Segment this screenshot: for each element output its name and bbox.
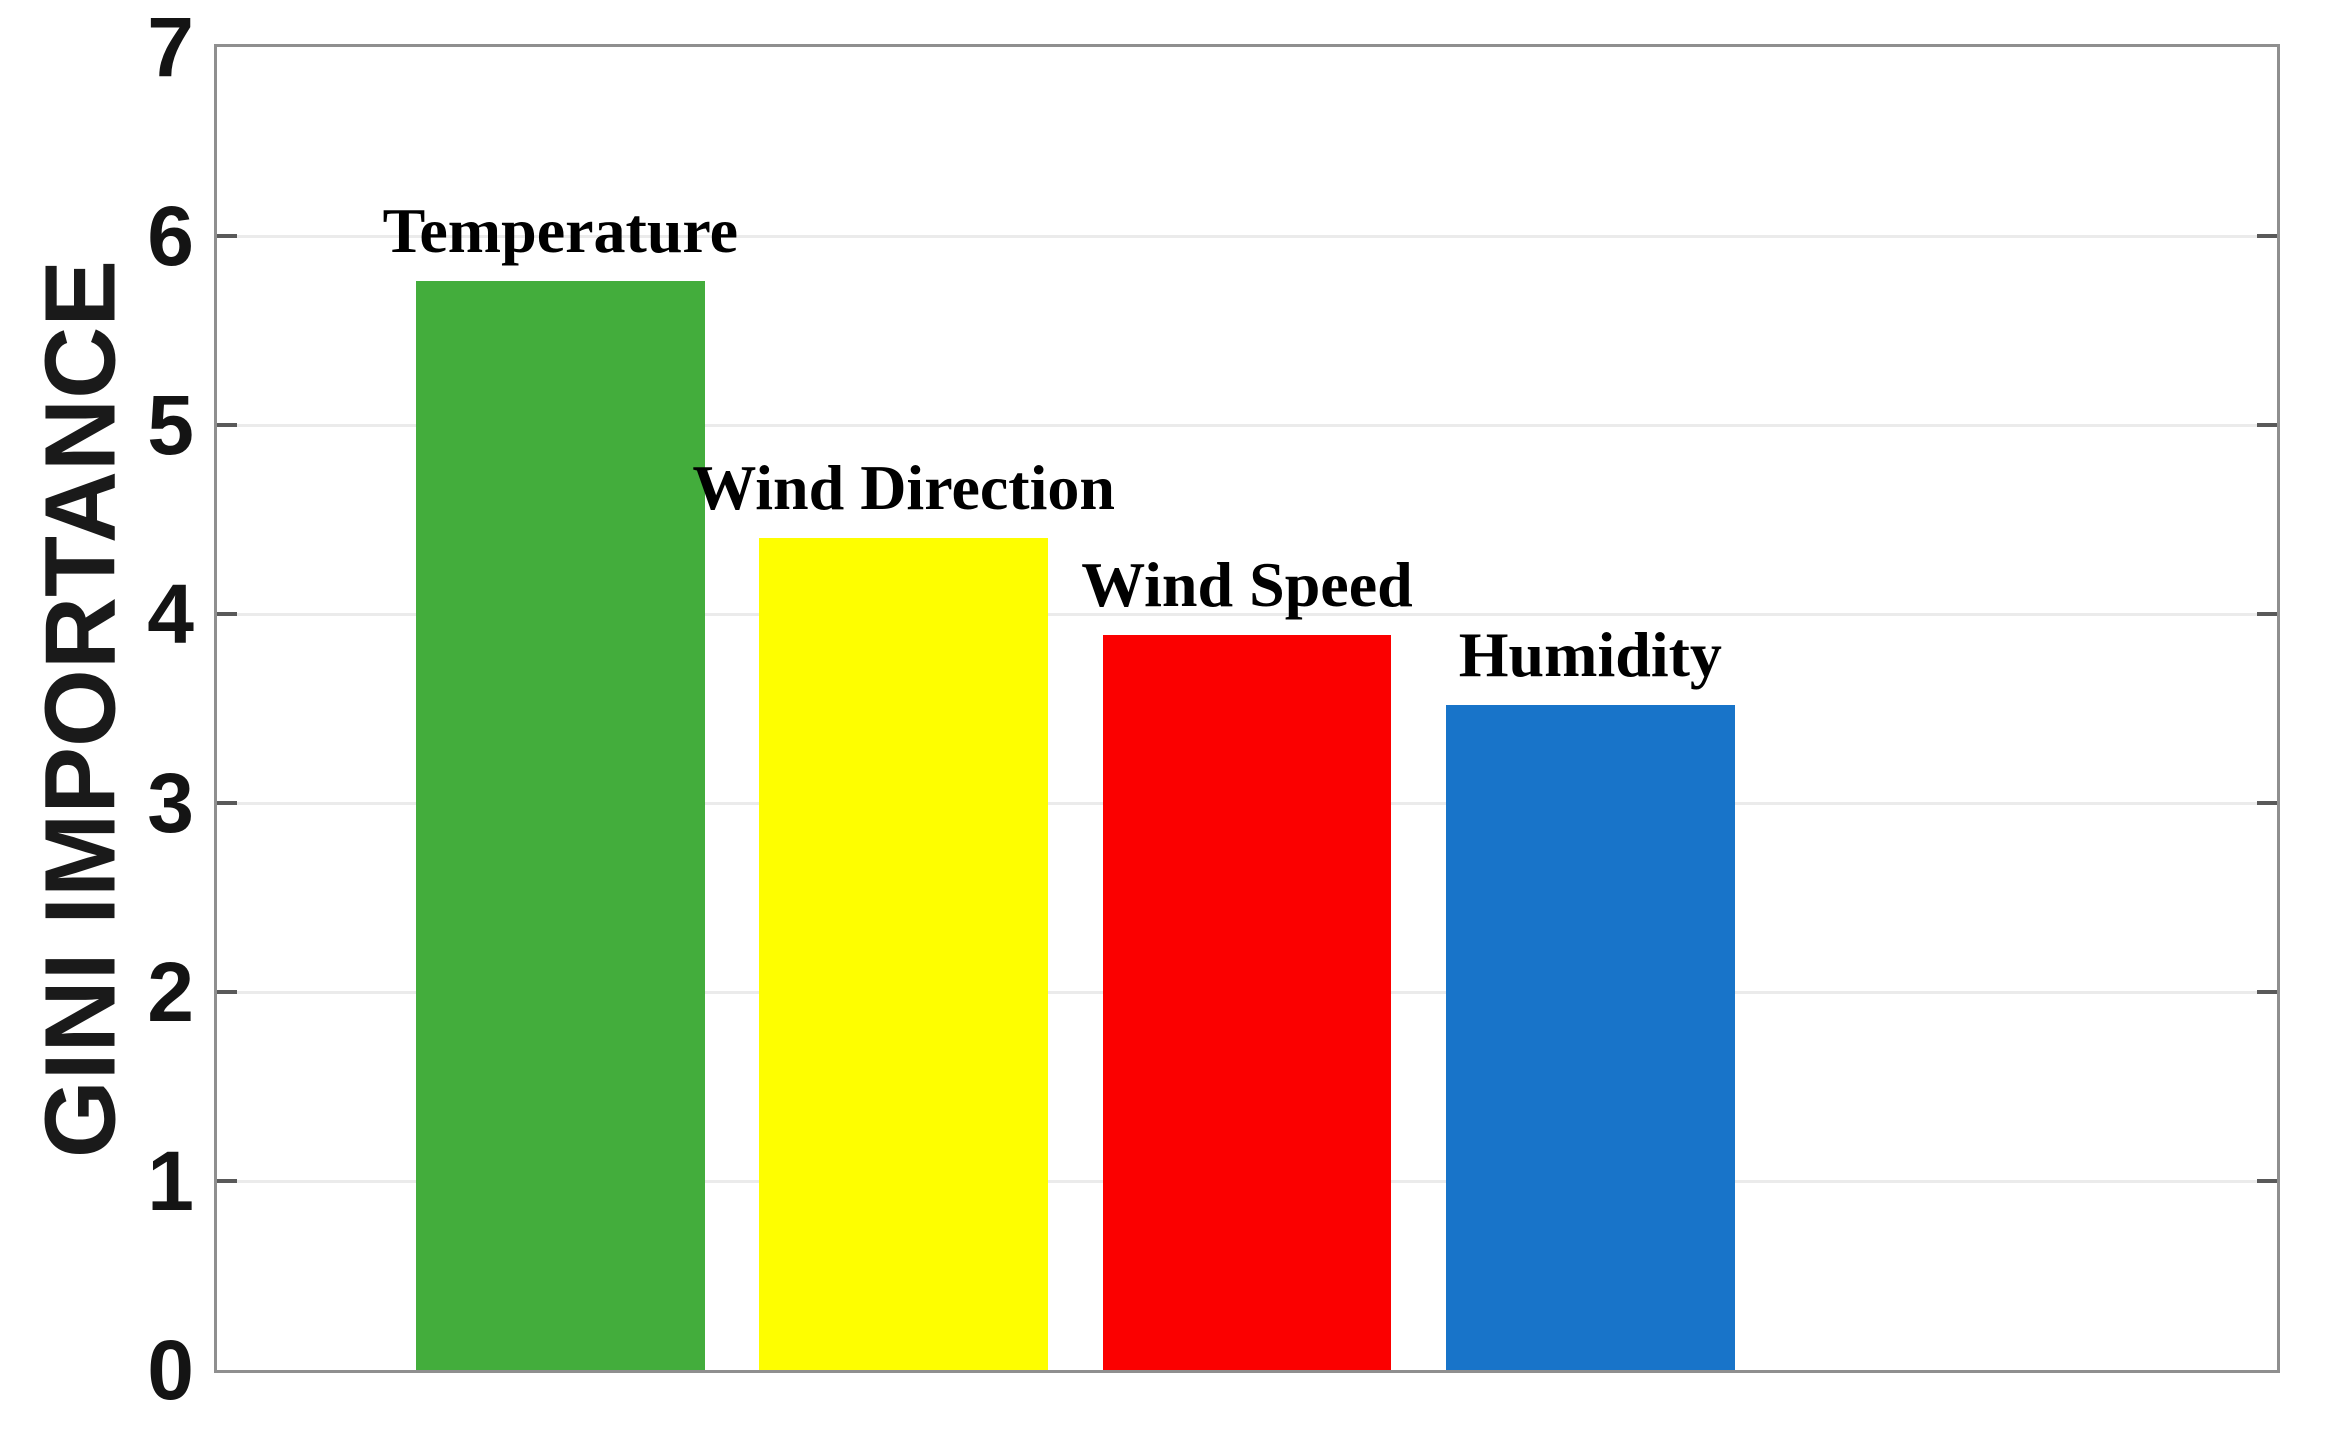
y-tick-mark-left-5 (217, 423, 237, 427)
bar-wind-direction (759, 538, 1048, 1370)
y-tick-mark-right-4 (2257, 612, 2277, 616)
y-tick-label-4: 4 (147, 567, 194, 661)
bar-label-wind-speed: Wind Speed (1081, 548, 1413, 620)
y-tick-label-3: 3 (147, 756, 194, 850)
bar-temperature (416, 281, 705, 1370)
plot-area: Temperature Wind Direction Wind Speed Humid… (214, 44, 2280, 1373)
y-tick-label-5: 5 (147, 378, 194, 472)
y-tick-label-2: 2 (147, 945, 194, 1039)
bar-label-wind-direction: Wind Direction (692, 452, 1115, 524)
y-tick-mark-left-2 (217, 990, 237, 994)
y-tick-mark-right-5 (2257, 423, 2277, 427)
y-tick-label-7: 7 (147, 0, 194, 94)
y-axis-title: GINI IMPORTANCE (24, 259, 137, 1158)
y-tick-mark-left-1 (217, 1179, 237, 1183)
bar-label-humidity: Humidity (1458, 618, 1722, 690)
y-tick-mark-left-4 (217, 612, 237, 616)
y-tick-mark-right-1 (2257, 1179, 2277, 1183)
y-tick-label-0: 0 (147, 1323, 194, 1417)
y-tick-mark-left-6 (217, 234, 237, 238)
y-tick-mark-right-3 (2257, 801, 2277, 805)
gridline-y-5 (217, 423, 2277, 427)
y-tick-mark-right-2 (2257, 990, 2277, 994)
y-tick-label-1: 1 (147, 1134, 194, 1228)
gridline-y-4 (217, 612, 2277, 616)
gridline-y-6 (217, 234, 2277, 238)
bar-label-temperature: Temperature (382, 195, 739, 267)
bar-wind-speed (1102, 634, 1392, 1370)
y-tick-mark-left-3 (217, 801, 237, 805)
bar-humidity (1446, 704, 1735, 1370)
y-tick-mark-right-6 (2257, 234, 2277, 238)
y-tick-label-6: 6 (147, 189, 194, 283)
